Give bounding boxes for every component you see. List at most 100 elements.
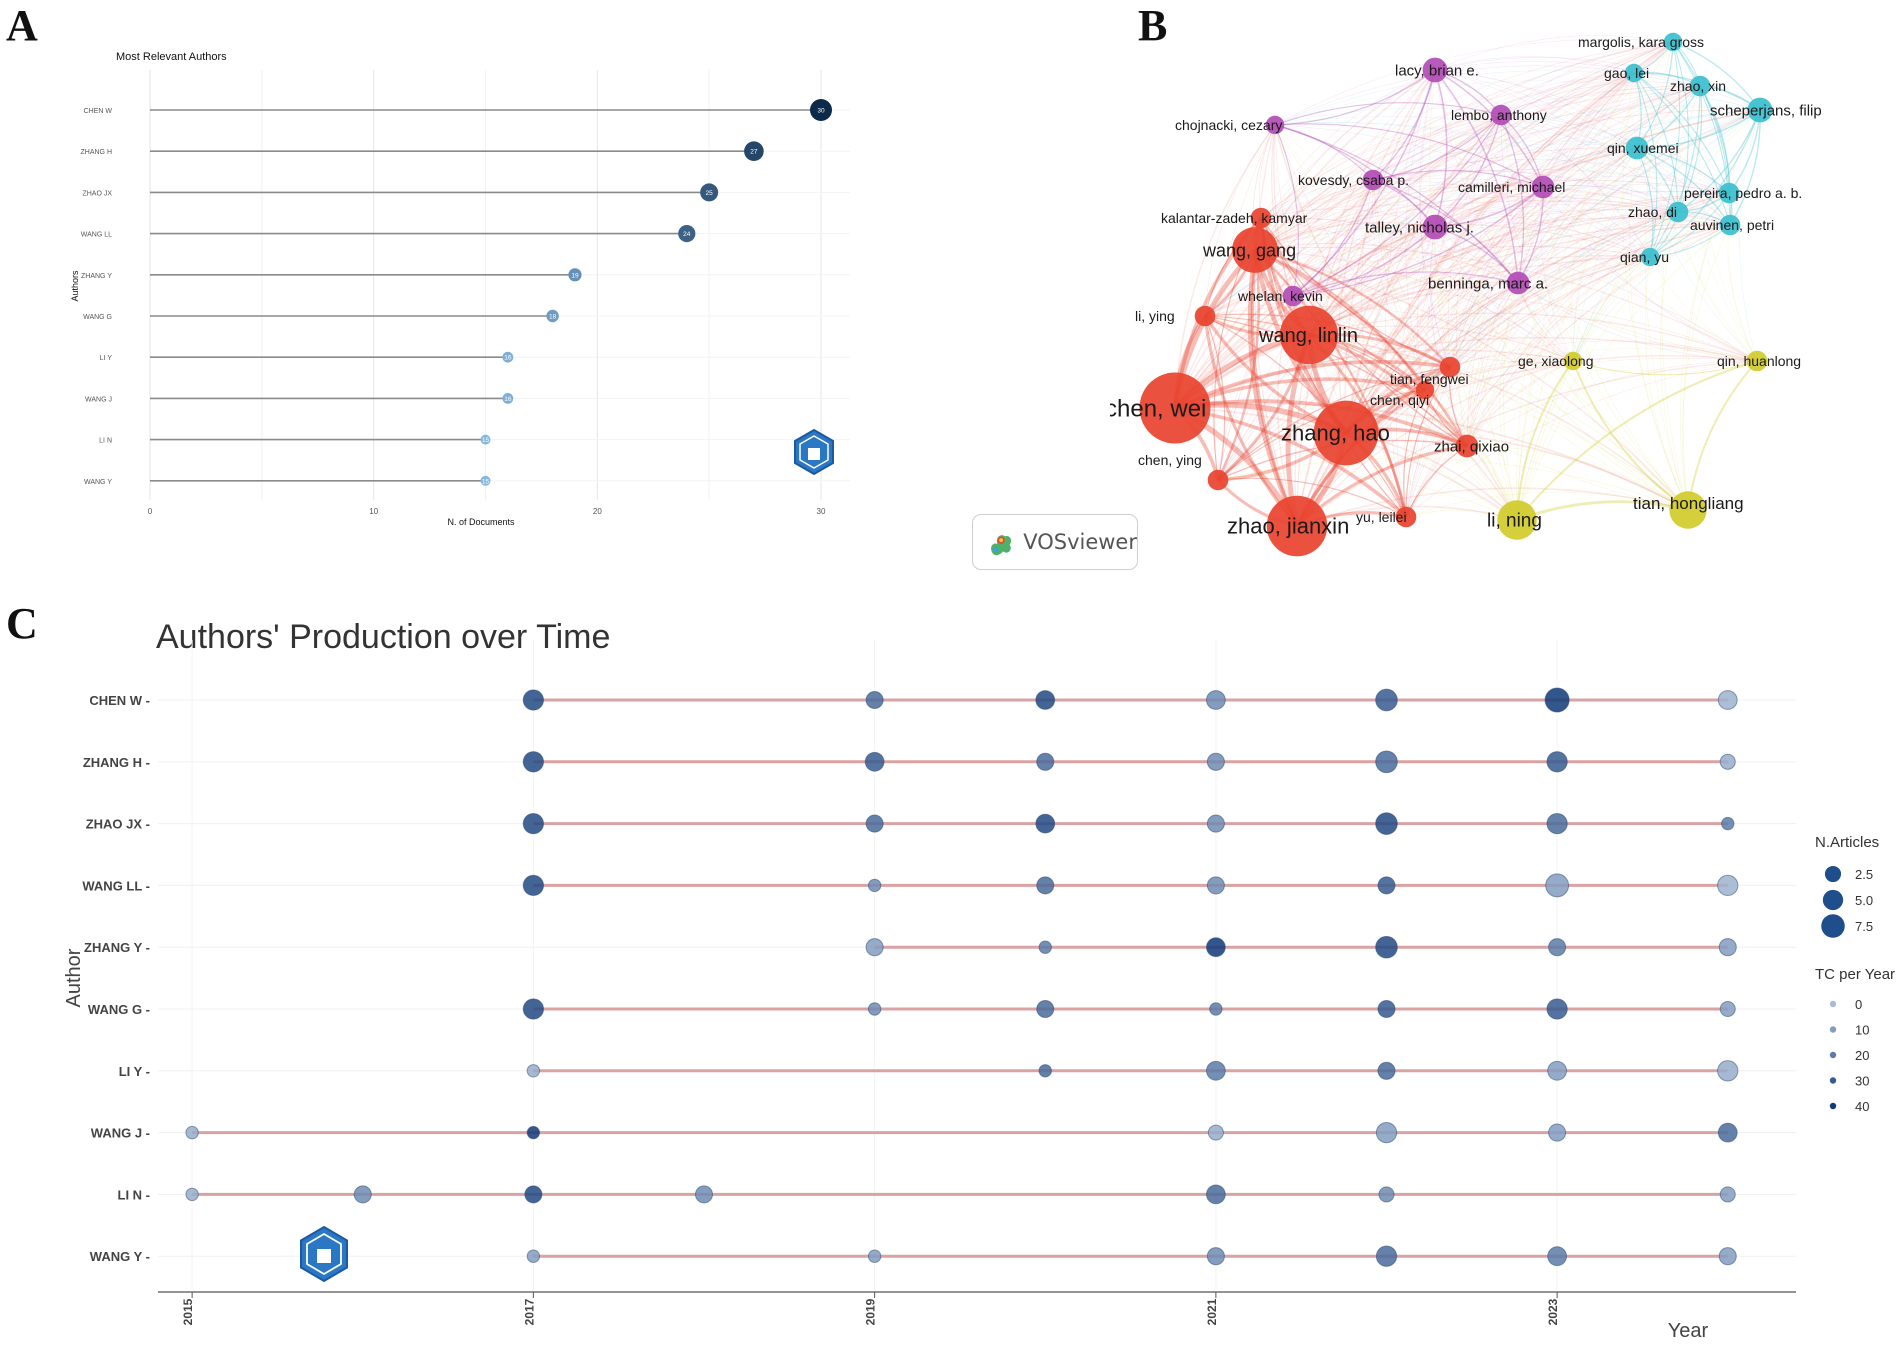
network-node-label: lacy, brian e. xyxy=(1395,62,1479,79)
network-edge xyxy=(1174,147,1638,409)
network-edge xyxy=(1500,114,1758,362)
network-edge xyxy=(1274,80,1761,126)
network-edge xyxy=(1434,85,1701,228)
network-edge xyxy=(1500,92,1761,116)
network-edge xyxy=(1274,116,1730,194)
data-label: 19 xyxy=(571,272,579,279)
y-tick-label: WANG J - xyxy=(91,1126,150,1141)
network-edge xyxy=(1542,72,1635,188)
y-tick-label: LI N - xyxy=(118,1187,151,1202)
network-edge xyxy=(1434,69,1679,213)
network-edge xyxy=(1361,179,1407,518)
network-edge xyxy=(1260,168,1730,219)
network-edge xyxy=(1345,85,1701,434)
network-node xyxy=(1667,201,1689,223)
network-edge xyxy=(1174,360,1451,410)
network-edge xyxy=(1217,192,1730,481)
network-edge xyxy=(1308,109,1761,336)
network-edge xyxy=(1260,85,1701,219)
data-point xyxy=(1547,1060,1568,1081)
network-node xyxy=(1422,214,1448,240)
network-edge xyxy=(1419,69,1451,368)
network-edge xyxy=(1517,255,1651,284)
network-edge xyxy=(1372,179,1758,362)
lollipop-dot xyxy=(678,225,696,243)
network-edge xyxy=(1260,178,1544,219)
data-point xyxy=(526,1064,541,1078)
legend-swatch xyxy=(1829,1051,1837,1059)
data-point xyxy=(1721,816,1735,831)
network-edge xyxy=(1416,226,1436,391)
network-edge xyxy=(1403,389,1426,518)
network-edge xyxy=(1204,69,1436,317)
network-edge xyxy=(1434,203,1731,228)
network-edge xyxy=(1500,114,1679,213)
network-edge xyxy=(1260,208,1436,228)
data-point xyxy=(1206,1247,1225,1266)
network-node-label: chen, ying xyxy=(1138,452,1202,468)
network-edge xyxy=(1434,69,1731,226)
vosviewer-badge: VOSviewer xyxy=(972,514,1138,570)
coauthorship-network: chen, wei zhang, hao zhao, jianxin wang, li… xyxy=(1110,32,1822,557)
network-edge xyxy=(1260,217,1519,284)
network-edge xyxy=(1434,57,1701,87)
y-tick-label: WANG LL xyxy=(81,232,112,239)
vosviewer-label: VOSviewer xyxy=(1023,530,1137,554)
network-edge xyxy=(1292,295,1758,372)
network-node-label: zhao, di xyxy=(1628,204,1677,220)
network-edge xyxy=(1434,69,1448,228)
network-edge xyxy=(1217,186,1544,481)
network-edge xyxy=(1204,272,1519,317)
axes: CHEN W - ZHANG H - ZHAO JX - WANG LL - ZHANG… xyxy=(82,693,1796,1325)
network-node xyxy=(1497,500,1537,540)
network-edge xyxy=(1424,85,1701,391)
y-tick-label: CHEN W - xyxy=(89,693,150,708)
network-edge xyxy=(1499,282,1519,521)
network-edge xyxy=(1174,399,1468,448)
network-edge xyxy=(1517,109,1761,284)
network-edge xyxy=(1466,109,1761,447)
network-node xyxy=(1266,495,1328,557)
legend-swatch xyxy=(1829,1026,1837,1033)
network-edge xyxy=(1260,106,1761,219)
network-edge xyxy=(1516,41,1674,521)
network-node-label: zhang, hao xyxy=(1281,421,1390,446)
network-edge xyxy=(1292,179,1374,297)
data-point xyxy=(1375,750,1398,774)
network-edge xyxy=(1274,124,1574,362)
network-edge xyxy=(1174,85,1701,409)
network-edge xyxy=(1274,124,1451,368)
network-edge xyxy=(1434,109,1761,228)
data-point xyxy=(1206,814,1225,833)
legend-articles: N.Articles 2.5 5.0 7.5 xyxy=(1815,834,1879,938)
network-edge xyxy=(1296,224,1731,527)
network-node-label: chen, qiyi xyxy=(1370,392,1429,408)
network-edge xyxy=(1405,491,1689,518)
y-tick-label: WANG Y xyxy=(84,479,112,486)
bibliometrix-logo-a xyxy=(794,428,834,476)
network-edge xyxy=(1254,184,1544,251)
network-edge xyxy=(1466,41,1674,447)
network-edge xyxy=(1217,295,1294,481)
network-edge xyxy=(1517,85,1701,284)
network-node xyxy=(1232,227,1278,273)
network-edge xyxy=(1644,41,1689,511)
data-point xyxy=(185,1187,199,1202)
network-node xyxy=(1422,57,1448,83)
network-node xyxy=(1640,247,1660,267)
network-edge xyxy=(1672,41,1730,194)
network-node xyxy=(1415,380,1435,400)
network-node xyxy=(1719,214,1741,236)
network-edge xyxy=(1204,315,1689,511)
network-edge xyxy=(1659,211,1689,511)
network-node-label: zhai, qixiao xyxy=(1434,438,1509,455)
network-edge xyxy=(1405,41,1674,518)
network-edge xyxy=(1500,114,1689,511)
network-edge xyxy=(1217,256,1651,481)
network-edge xyxy=(1628,147,1689,511)
network-edge xyxy=(1728,224,1758,362)
data-point xyxy=(865,938,884,957)
network-edge xyxy=(1217,389,1426,481)
network-edge xyxy=(1672,41,1758,362)
data-point xyxy=(1375,688,1398,712)
